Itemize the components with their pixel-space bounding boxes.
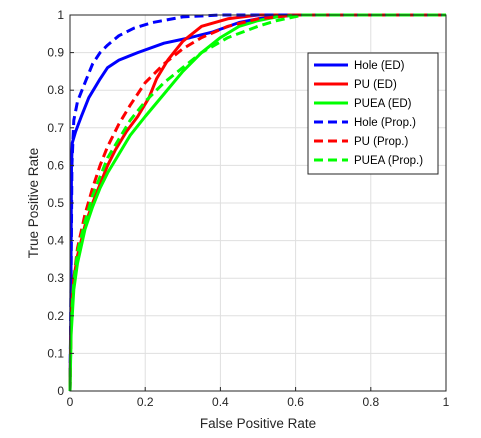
y-tick-label: 0: [57, 384, 64, 398]
y-tick-label: 0.9: [47, 46, 64, 60]
grid-lines: [69, 14, 447, 392]
x-tick-label: 0: [67, 395, 74, 409]
y-tick-label: 1: [57, 8, 64, 22]
legend-label: PU (ED): [354, 79, 397, 91]
y-tick-label: 0.5: [47, 196, 64, 210]
legend-label: PU (Prop.): [354, 136, 408, 148]
x-tick-label: 0.4: [212, 395, 229, 409]
series-line-pu-ed: [68, 13, 446, 392]
tick-layer: 0 0.2 0.4 0.6 0.8 1 0 0.1 0.2 0.3 0.4 0.5 0.6 0.7 0.8 0…: [47, 8, 449, 409]
series-line-pu-prop: [68, 13, 446, 392]
x-tick-label: 1: [443, 395, 450, 409]
y-tick-label: 0.7: [47, 121, 64, 135]
series-line-puea-prop: [68, 13, 446, 392]
y-tick-label: 0.4: [47, 234, 64, 248]
legend-box: [307, 52, 439, 175]
y-tick-label: 0.8: [47, 83, 64, 97]
y-tick-label: 0.3: [47, 271, 64, 285]
legend-label: PUEA (ED): [354, 98, 412, 110]
legend: Hole (ED) PU (ED) PUEA (ED) Hole (Prop.) PU …: [307, 52, 439, 175]
y-tick-label: 0.2: [47, 309, 64, 323]
series-line-puea-ed: [68, 13, 446, 392]
x-tick-label: 0.2: [137, 395, 154, 409]
y-tick-label: 0.1: [47, 346, 64, 360]
x-tick-label: 0.8: [362, 395, 379, 409]
y-tick-label: 0.6: [47, 158, 64, 172]
x-tick-label: 0.6: [287, 395, 304, 409]
legend-label: Hole (ED): [354, 60, 405, 72]
y-axis-label: True Positive Rate: [26, 148, 41, 259]
legend-label: PUEA (Prop.): [354, 155, 423, 167]
series-line-hole-prop: [68, 13, 446, 392]
x-axis-label: False Positive Rate: [200, 416, 316, 431]
legend-label: Hole (Prop.): [354, 117, 416, 129]
